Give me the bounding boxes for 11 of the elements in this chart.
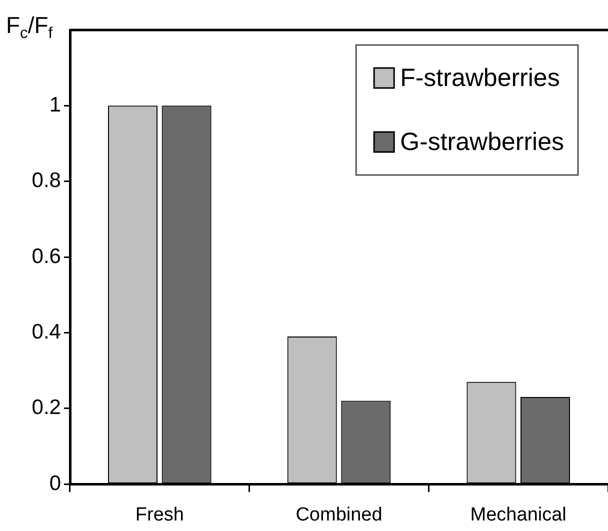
legend-label: F-strawberries	[400, 64, 560, 92]
x-tick-label: Fresh	[135, 504, 184, 526]
y-tick-label: 0	[49, 472, 61, 495]
legend-label: G-strawberries	[400, 128, 564, 156]
x-tick-label: Combined	[296, 504, 382, 526]
x-tick-label: Mechanical	[470, 504, 566, 526]
y-tick-label: 0.8	[32, 169, 61, 192]
y-tick-label: 0.4	[32, 320, 62, 344]
y-tick-label: 1	[49, 93, 61, 116]
y-tick-label: 0.2	[32, 396, 61, 420]
y-tick-label: 0.6	[32, 244, 61, 268]
